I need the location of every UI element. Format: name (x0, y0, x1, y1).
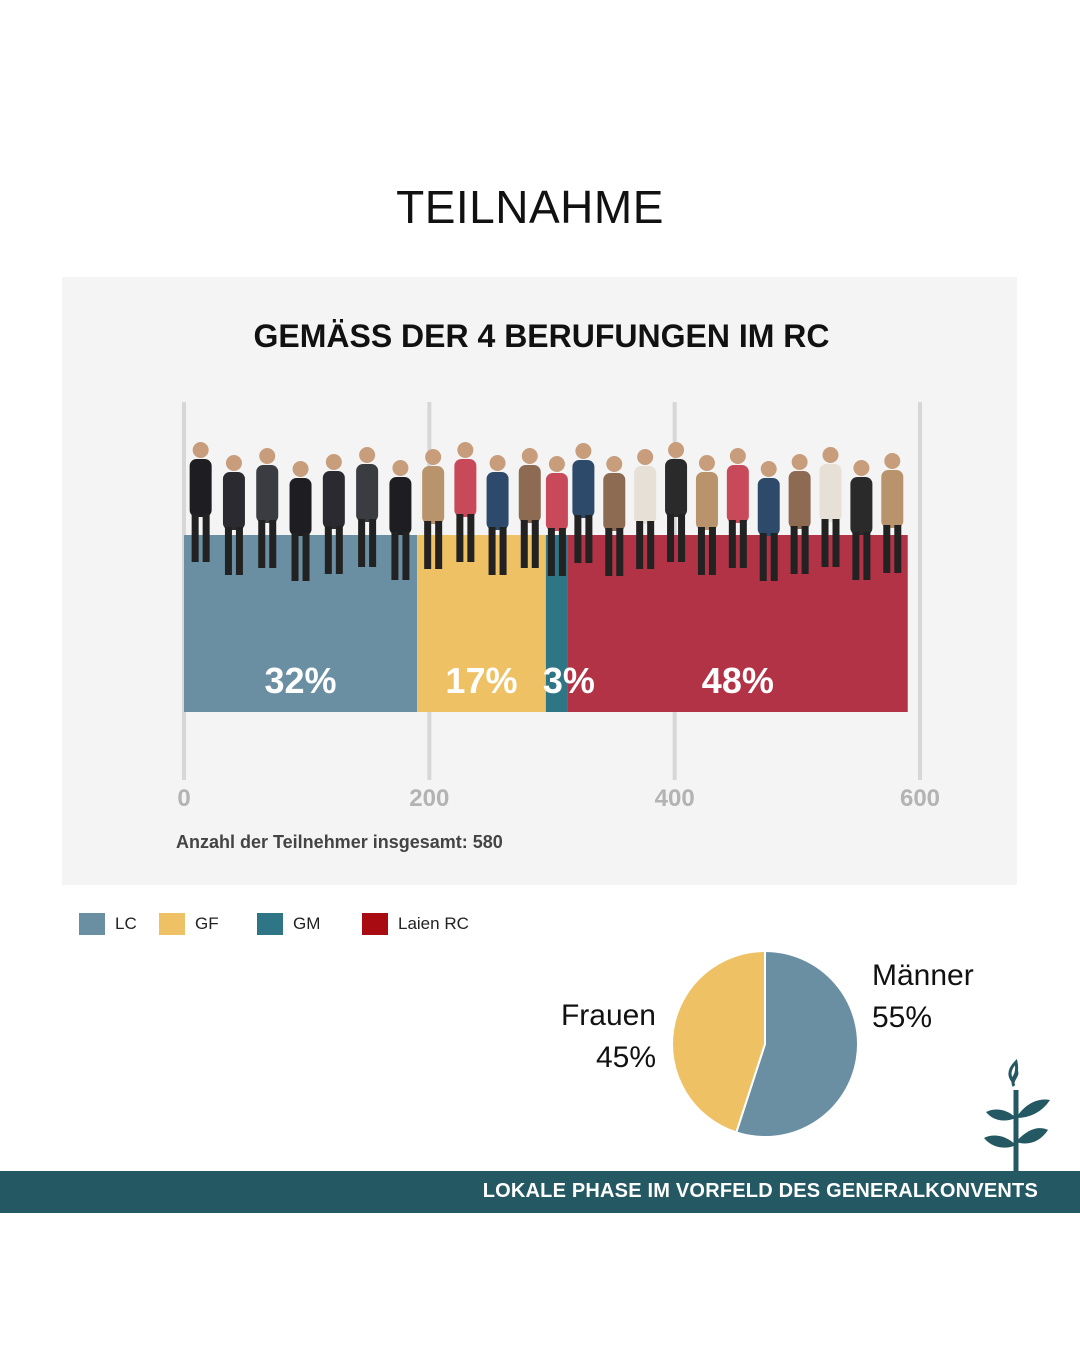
plant-logo-icon (984, 1058, 1050, 1175)
x-tick-label: 600 (900, 785, 940, 812)
legend-swatch-lc (79, 913, 105, 935)
bar-label-gf: 17% (445, 660, 517, 701)
people-illustration-lc (189, 442, 412, 581)
people-illustration-laien-rc (572, 442, 904, 581)
legend-label-gf: GF (195, 914, 219, 933)
footer-text: LOKALE PHASE IM VORFELD DES GENERALKONVE… (482, 1180, 1038, 1202)
legend-label-gm: GM (293, 914, 321, 933)
legend-label-laien-rc: Laien RC (398, 914, 469, 933)
pie-label-maenner-value: 55% (872, 1001, 933, 1034)
people-illustration-gm (545, 456, 568, 576)
pie-label-maenner: Männer 55% (872, 955, 974, 1039)
bar-label-laien-rc: 48% (702, 660, 774, 701)
legend-swatch-laien-rc (362, 913, 388, 935)
bar-segment-laien-rc (567, 535, 908, 712)
legend-item-gm: GM (257, 913, 320, 935)
bar-label-lc: 32% (265, 660, 337, 701)
pie-slice-frauen (671, 949, 766, 1134)
pie-label-frauen-name: Frauen (560, 999, 656, 1032)
pie-label-maenner-name: Männer (872, 959, 974, 992)
pie-label-frauen-value: 45% (595, 1041, 656, 1074)
x-tick-label: 200 (409, 785, 449, 812)
footer-bar: LOKALE PHASE IM VORFELD DES GENERALKONVE… (0, 1171, 1080, 1213)
bar-chart-title: GEMÄSS DER 4 BERUFUNGEN IM RC (253, 318, 830, 354)
bar-segment-lc (184, 535, 418, 712)
x-tick-label: 400 (655, 785, 695, 812)
legend-label-lc: LC (115, 914, 137, 933)
legend-item-lc: LC (79, 913, 137, 935)
pie-label-frauen: Frauen 45% (561, 995, 656, 1079)
total-participants-note: Anzahl der Teilnehmer insgesamt: 580 (176, 832, 503, 852)
pie-slice-m-nner (735, 949, 859, 1138)
bar-label-gm: 3% (543, 660, 595, 701)
legend-swatch-gf (159, 913, 185, 935)
bar-chart: 0 200 400 600 32% 17% 3% 48% (177, 402, 940, 812)
people-illustration-gf (422, 442, 541, 575)
bar-segment-gm (545, 535, 568, 712)
page-title: TEILNAHME (396, 181, 664, 233)
legend-item-gf: GF (159, 913, 219, 935)
legend-swatch-gm (257, 913, 283, 935)
legend-item-laien-rc: Laien RC (362, 913, 469, 935)
x-tick-label: 0 (177, 785, 190, 812)
